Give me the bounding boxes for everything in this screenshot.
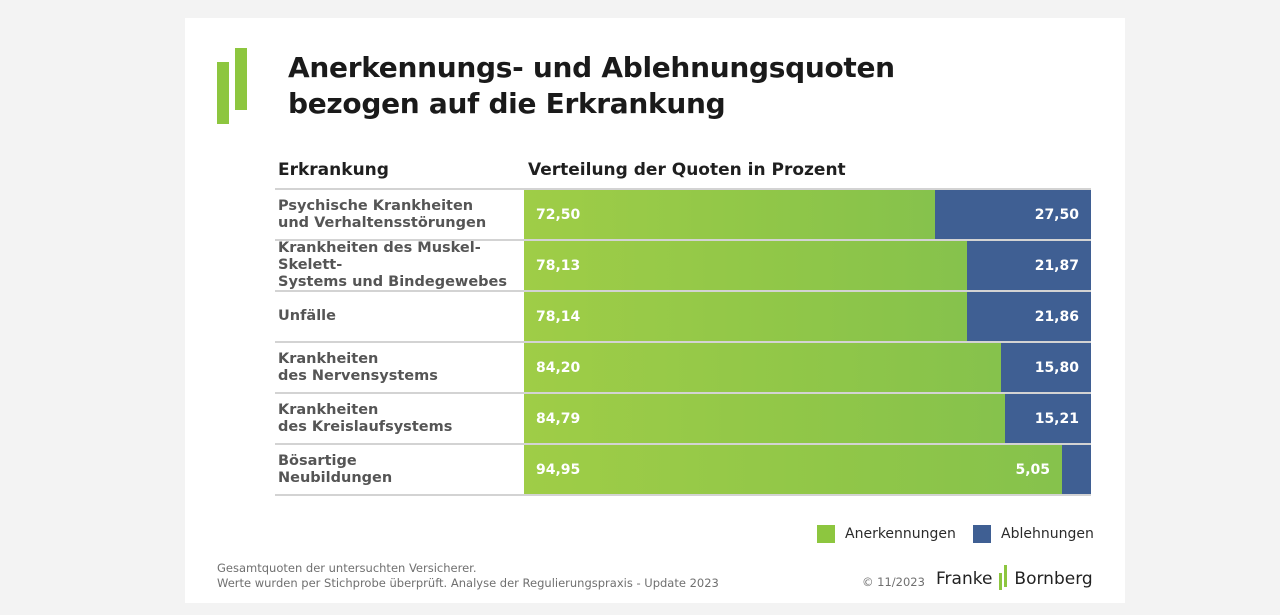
data-label-accept: 94,95 xyxy=(536,461,581,478)
brand-logo: Franke Bornberg xyxy=(936,565,1093,590)
data-label-reject: 15,80 xyxy=(1034,359,1079,376)
table-row: Bösartige Neubildungen 94,95 5,05 xyxy=(275,443,1091,496)
bar-track: 78,14 21,86 xyxy=(524,292,1091,341)
row-label-line: Krankheiten xyxy=(278,350,379,367)
legend-label-accept: Anerkennungen xyxy=(845,526,956,542)
row-label-line: des Nervensystems xyxy=(278,367,438,384)
row-label-line: Systems und Bindegewebes xyxy=(278,274,507,290)
bar-segment-reject: 15,21 xyxy=(1005,394,1091,443)
brand-name-right: Bornberg xyxy=(1014,569,1093,589)
bar-segment-accept: 84,20 xyxy=(524,343,1001,392)
data-label-accept: 84,79 xyxy=(536,410,581,427)
footnote-line-2: Werte wurden per Stichprobe überprüft. A… xyxy=(217,576,719,590)
data-label-reject: 21,86 xyxy=(1034,308,1079,325)
chart-title: Anerkennungs- und Ablehnungsquoten bezog… xyxy=(288,50,895,122)
row-label: Krankheiten des Kreislaufsystems xyxy=(278,394,518,443)
row-label: Krankheiten des Nervensystems xyxy=(278,343,518,392)
bar-segment-accept: 84,79 xyxy=(524,394,1005,443)
legend-label-reject: Ablehnungen xyxy=(1001,526,1094,542)
bar-segment-reject: 15,80 xyxy=(1001,343,1091,392)
row-label: Unfälle xyxy=(278,292,518,341)
footnote-line-1: Gesamtquoten der untersuchten Versichere… xyxy=(217,561,477,575)
bar-segment-reject xyxy=(1062,445,1091,494)
data-label-reject: 21,87 xyxy=(1034,257,1079,274)
row-label-line: und Verhaltensstörungen xyxy=(278,214,487,231)
chart-title-line-1: Anerkennungs- und Ablehnungsquoten xyxy=(288,51,895,84)
table-row: Psychische Krankheiten und Verhaltensstör… xyxy=(275,188,1091,239)
row-label-line: Unfälle xyxy=(278,308,336,324)
bar-segment-accept: 94,95 5,05 xyxy=(524,445,1062,494)
bar-segment-reject: 21,86 xyxy=(967,292,1091,341)
legend-swatch-reject xyxy=(973,525,991,543)
column-header-disease: Erkrankung xyxy=(278,160,389,180)
bar-track: 72,50 27,50 xyxy=(524,190,1091,239)
data-label-accept: 78,14 xyxy=(536,308,581,325)
row-label: Psychische Krankheiten und Verhaltensstör… xyxy=(278,190,518,239)
row-label: Bösartige Neubildungen xyxy=(278,445,518,494)
chart-title-line-2: bezogen auf die Erkrankung xyxy=(288,87,726,120)
bar-segment-accept: 72,50 xyxy=(524,190,935,239)
row-label-line: Krankheiten des Muskel-Skelett- xyxy=(278,240,481,273)
data-label-accept: 84,20 xyxy=(536,359,581,376)
table-row: Unfälle 78,14 21,86 xyxy=(275,290,1091,341)
row-label-line: des Kreislaufsystems xyxy=(278,418,453,435)
bar-track: 84,20 15,80 xyxy=(524,343,1091,392)
footnote: Gesamtquoten der untersuchten Versichere… xyxy=(217,561,719,591)
copyright: © 11/2023 xyxy=(862,575,925,589)
row-label-line: Krankheiten xyxy=(278,401,379,418)
bar-track: 78,13 21,87 xyxy=(524,241,1091,290)
bar-segment-accept: 78,14 xyxy=(524,292,967,341)
row-label-line: Psychische Krankheiten xyxy=(278,197,474,214)
row-label-line: Neubildungen xyxy=(278,469,393,486)
row-label-line: Bösartige xyxy=(278,452,357,469)
data-label-reject: 27,50 xyxy=(1034,206,1079,223)
legend-item-accept: Anerkennungen xyxy=(817,525,956,543)
bar-segment-accept: 78,13 xyxy=(524,241,967,290)
data-label-accept: 72,50 xyxy=(536,206,581,223)
brand-pipes-icon xyxy=(998,565,1008,590)
bar-rows: Psychische Krankheiten und Verhaltensstör… xyxy=(275,188,1091,496)
data-label-reject: 5,05 xyxy=(1015,461,1050,478)
bar-segment-reject: 27,50 xyxy=(935,190,1091,239)
legend-swatch-accept xyxy=(817,525,835,543)
brand-name-left: Franke xyxy=(936,569,993,589)
table-row: Krankheiten des Nervensystems 84,20 15,80 xyxy=(275,341,1091,392)
brand-bars-icon xyxy=(217,48,249,126)
data-label-accept: 78,13 xyxy=(536,257,581,274)
column-header-distribution: Verteilung der Quoten in Prozent xyxy=(528,160,846,180)
bar-track: 84,79 15,21 xyxy=(524,394,1091,443)
data-label-reject: 15,21 xyxy=(1034,410,1079,427)
bar-track: 94,95 5,05 xyxy=(524,445,1091,494)
table-row: Krankheiten des Muskel-Skelett- Systems u… xyxy=(275,239,1091,290)
table-row: Krankheiten des Kreislaufsystems 84,79 15,2… xyxy=(275,392,1091,443)
legend-item-reject: Ablehnungen xyxy=(973,525,1094,543)
row-label: Krankheiten des Muskel-Skelett- Systems u… xyxy=(278,240,518,290)
bar-segment-reject: 21,87 xyxy=(967,241,1091,290)
